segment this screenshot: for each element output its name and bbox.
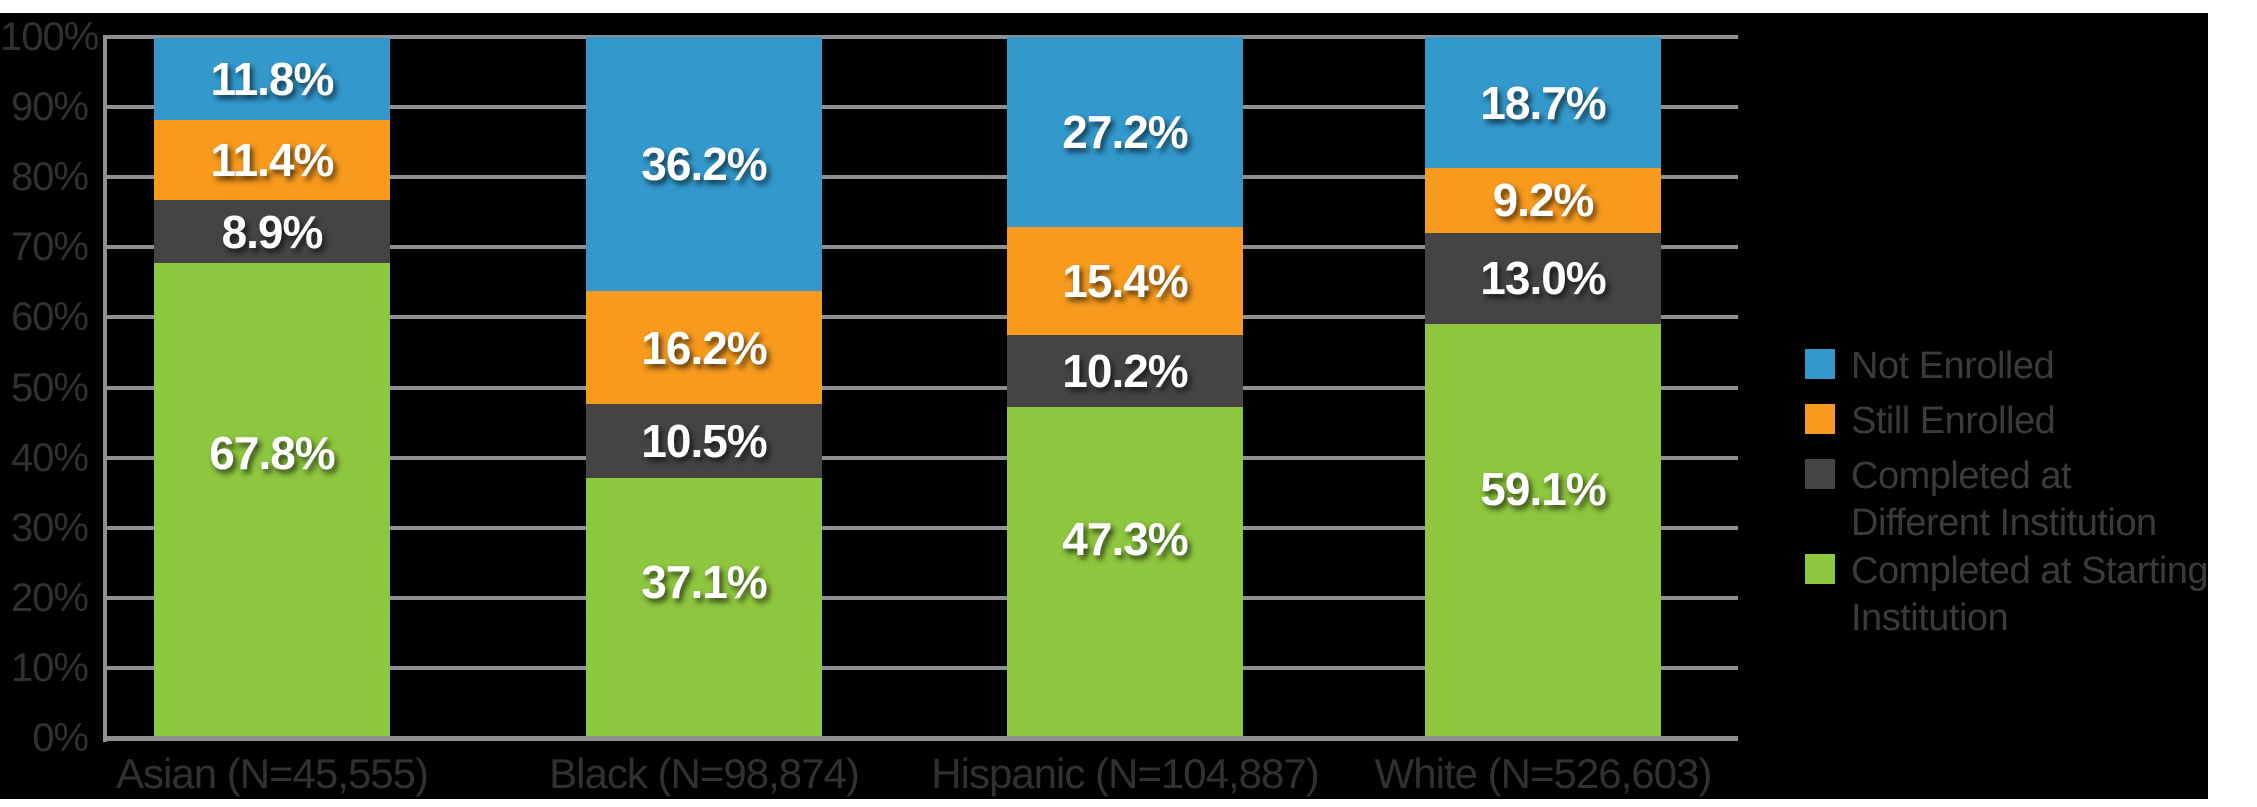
legend-item-still-enrolled: Still Enrolled [1805, 398, 2056, 445]
gridline [103, 315, 1738, 320]
bar-white: 59.1% 13.0% 9.2% 18.7% [1425, 37, 1661, 738]
gridline [103, 35, 1738, 39]
segment-completed-at-different-institution: 8.9% [154, 200, 390, 263]
x-axis-baseline [103, 736, 1738, 741]
y-tick-label: 40% [10, 435, 89, 480]
legend-swatch-green-icon [1805, 554, 1835, 584]
gridline [103, 455, 1738, 460]
value-label: 18.7% [1480, 76, 1606, 129]
segment-still-enrolled: 11.4% [154, 120, 390, 201]
y-tick-label: 60% [10, 295, 89, 340]
legend-swatch-orange-icon [1805, 404, 1835, 434]
value-label: 9.2% [1492, 174, 1595, 227]
legend-item-not-enrolled: Not Enrolled [1805, 343, 2055, 390]
value-label: 67.8% [209, 426, 335, 479]
legend-label: Still Enrolled [1851, 400, 2056, 442]
y-tick-label: 20% [10, 575, 89, 620]
segment-not-enrolled: 36.2% [586, 37, 822, 291]
segment-completed-at-different-institution: 10.2% [1007, 335, 1243, 407]
segment-completed-at-starting-institution: 67.8% [154, 262, 390, 738]
value-label: 59.1% [1480, 463, 1606, 516]
segment-not-enrolled: 18.7% [1425, 37, 1661, 169]
value-label: 47.3% [1062, 513, 1188, 566]
segment-completed-at-starting-institution: 37.1% [586, 477, 822, 738]
category-label-hispanic: Hispanic (N=104,887) [931, 750, 1319, 797]
bar-asian: 67.8% 8.9% 11.4% 11.8% [154, 37, 390, 738]
y-tick-label: 30% [10, 505, 89, 550]
legend-swatch-blue-icon [1805, 349, 1835, 379]
value-label: 11.4% [210, 134, 335, 187]
y-tick-label: 10% [10, 645, 89, 690]
legend-label: Completed at Starting Institution [1851, 550, 2209, 639]
gridline [103, 105, 1738, 110]
value-label: 15.4% [1062, 255, 1188, 308]
legend-label: Not Enrolled [1851, 345, 2055, 387]
gridline [103, 665, 1738, 670]
value-label: 10.2% [1062, 345, 1188, 398]
segment-completed-at-different-institution: 13.0% [1425, 232, 1661, 324]
value-label: 37.1% [641, 555, 767, 608]
gridline [103, 175, 1738, 180]
segment-still-enrolled: 9.2% [1425, 168, 1661, 233]
value-label: 36.2% [641, 137, 767, 190]
segment-completed-at-different-institution: 10.5% [586, 404, 822, 478]
segment-not-enrolled: 27.2% [1007, 37, 1243, 228]
bar-hispanic: 47.3% 10.2% 15.4% 27.2% [1007, 37, 1243, 738]
value-label: 13.0% [1480, 252, 1606, 305]
gridline [103, 245, 1738, 250]
value-label: 11.8% [210, 53, 335, 106]
category-label-white: White (N=526,603) [1374, 750, 1713, 797]
y-tick-label: 90% [10, 85, 89, 130]
category-label-black: Black (N=98,874) [549, 750, 860, 797]
segment-not-enrolled: 11.8% [154, 37, 390, 121]
value-label: 16.2% [641, 321, 767, 374]
value-label: 27.2% [1062, 106, 1188, 159]
segment-still-enrolled: 16.2% [586, 290, 822, 405]
y-axis-line [103, 37, 107, 742]
y-tick-label: 80% [10, 155, 89, 200]
legend-item-completed-at-different-institution: Completed at Different Institution [1805, 453, 2157, 547]
legend-label: Completed at Different Institution [1851, 455, 2157, 544]
bar-black: 37.1% 10.5% 16.2% 36.2% [586, 37, 822, 738]
gridline [103, 385, 1738, 390]
segment-completed-at-starting-institution: 59.1% [1425, 323, 1661, 738]
category-label-asian: Asian (N=45,555) [115, 750, 429, 797]
y-tick-label: 0% [32, 716, 89, 760]
segment-still-enrolled: 15.4% [1007, 227, 1243, 336]
legend-swatch-dark-gray-icon [1805, 459, 1835, 489]
plot-area: 67.8% 8.9% 11.4% 11.8% 37.1% 10.5% 16.2% 36.2% 4… [103, 35, 1738, 742]
gridline [103, 525, 1738, 530]
y-tick-label: 100% [0, 15, 99, 59]
legend-item-completed-at-starting-institution: Completed at Starting Institution [1805, 548, 2209, 642]
value-label: 8.9% [221, 205, 324, 258]
segment-completed-at-starting-institution: 47.3% [1007, 406, 1243, 738]
value-label: 10.5% [641, 415, 767, 468]
y-tick-label: 50% [10, 365, 89, 410]
y-tick-label: 70% [10, 225, 89, 270]
gridline [103, 595, 1738, 600]
